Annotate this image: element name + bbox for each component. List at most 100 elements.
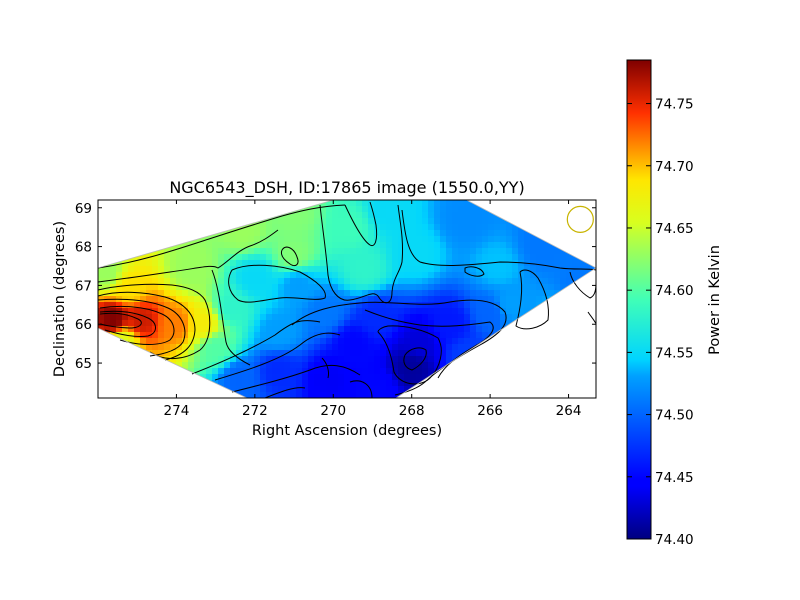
heatmap-cell: [530, 284, 537, 291]
heatmap-cell: [368, 272, 375, 279]
heatmap-cell: [266, 260, 273, 267]
heatmap-cell: [188, 356, 195, 363]
heatmap-cell: [170, 284, 177, 291]
heatmap-cell: [236, 236, 243, 243]
heatmap-cell: [572, 260, 579, 267]
heatmap-cell: [338, 332, 345, 339]
heatmap-cell: [422, 236, 429, 243]
heatmap-cell: [284, 242, 291, 249]
heatmap-cell: [302, 374, 309, 381]
heatmap-cell: [338, 374, 345, 381]
heatmap-cell: [392, 344, 399, 351]
heatmap-cell: [362, 230, 369, 237]
heatmap-cell: [284, 260, 291, 267]
heatmap-cell: [476, 326, 483, 333]
heatmap-cell: [374, 206, 381, 213]
heatmap-cell: [140, 272, 147, 279]
heatmap-cell: [302, 356, 309, 363]
heatmap-cell: [314, 236, 321, 243]
heatmap-cell: [308, 260, 315, 267]
heatmap-cell: [536, 266, 543, 273]
heatmap-cell: [302, 230, 309, 237]
heatmap-cell: [290, 290, 297, 297]
heatmap-cell: [524, 278, 531, 285]
heatmap-cell: [386, 266, 393, 273]
heatmap-cell: [308, 332, 315, 339]
heatmap-cell: [326, 302, 333, 309]
heatmap-cell: [332, 218, 339, 225]
heatmap-cell: [128, 326, 135, 333]
heatmap-cell: [314, 218, 321, 225]
heatmap-cell: [500, 218, 507, 225]
heatmap-cell: [392, 236, 399, 243]
heatmap-cell: [446, 200, 453, 207]
heatmap-cell: [152, 314, 159, 321]
heatmap-cell: [200, 284, 207, 291]
heatmap-cell: [386, 236, 393, 243]
heatmap-cell: [416, 284, 423, 291]
heatmap-cell: [362, 338, 369, 345]
heatmap-cell: [560, 266, 567, 273]
heatmap-cell: [434, 272, 441, 279]
heatmap-cell: [248, 350, 255, 357]
heatmap-cell: [110, 314, 117, 321]
heatmap-cell: [422, 314, 429, 321]
heatmap-cell: [452, 344, 459, 351]
heatmap-cell: [500, 224, 507, 231]
heatmap-cell: [458, 278, 465, 285]
heatmap-cell: [230, 248, 237, 255]
heatmap-cell: [230, 260, 237, 267]
heatmap-cell: [476, 248, 483, 255]
heatmap-cell: [212, 296, 219, 303]
heatmap-cell: [374, 242, 381, 249]
heatmap-cell: [386, 272, 393, 279]
contour-line: [264, 387, 306, 398]
heatmap-cell: [266, 308, 273, 315]
heatmap-cell: [386, 326, 393, 333]
heatmap-cell: [398, 350, 405, 357]
heatmap-cell: [284, 302, 291, 309]
heatmap-cell: [206, 362, 213, 369]
heatmap-cell: [434, 326, 441, 333]
heatmap-cell: [134, 266, 141, 273]
heatmap-cell: [248, 386, 255, 393]
heatmap-cell: [392, 326, 399, 333]
heatmap-cell: [428, 302, 435, 309]
heatmap-cell: [260, 386, 267, 393]
heatmap-cell: [392, 320, 399, 327]
heatmap-cell: [344, 374, 351, 381]
heatmap-cell: [314, 386, 321, 393]
heatmap-cell: [446, 236, 453, 243]
heatmap-cell: [404, 296, 411, 303]
contour-line: [98, 204, 346, 269]
heatmap-cell: [464, 248, 471, 255]
heatmap-cell: [152, 266, 159, 273]
heatmap-cell: [308, 242, 315, 249]
heatmap-cell: [338, 230, 345, 237]
heatmap-cell: [386, 200, 393, 207]
heatmap-cell: [344, 296, 351, 303]
heatmap-cell: [392, 296, 399, 303]
x-axis-ticks: 274 272 270 268 266 264: [164, 200, 581, 419]
heatmap-cell: [428, 278, 435, 285]
heatmap-cell: [494, 314, 501, 321]
heatmap-cell: [356, 326, 363, 333]
heatmap-cell: [452, 236, 459, 243]
heatmap-cell: [404, 236, 411, 243]
heatmap-cell: [140, 296, 147, 303]
heatmap-cell: [518, 260, 525, 267]
heatmap-cell: [500, 296, 507, 303]
heatmap-cell: [272, 236, 279, 243]
heatmap-cell: [140, 326, 147, 333]
heatmap-cell: [296, 266, 303, 273]
heatmap-cell: [350, 314, 357, 321]
heatmap-cell: [278, 296, 285, 303]
heatmap-cell: [338, 248, 345, 255]
heatmap-cell: [404, 278, 411, 285]
heatmap-cell: [398, 320, 405, 327]
heatmap-cell: [470, 248, 477, 255]
heatmap-cell: [530, 290, 537, 297]
heatmap-cell: [194, 338, 201, 345]
heatmap-cell: [416, 272, 423, 279]
heatmap-cell: [338, 392, 345, 398]
